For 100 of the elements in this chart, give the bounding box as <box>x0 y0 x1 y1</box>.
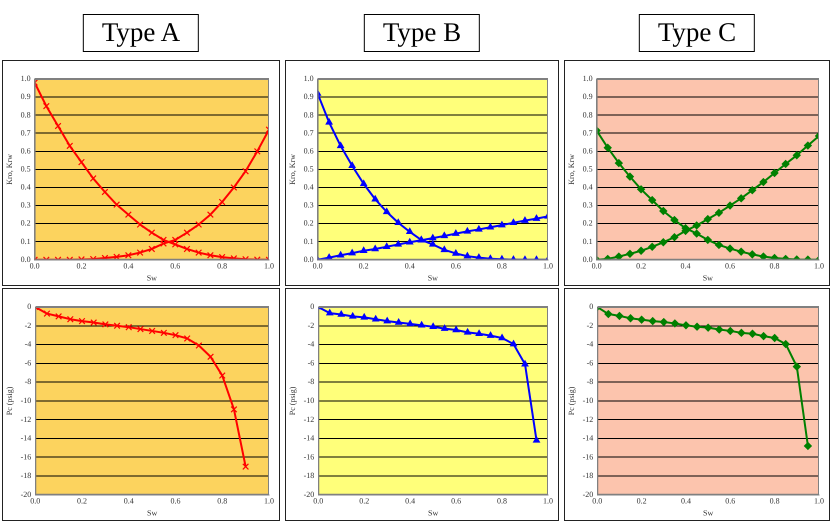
x-tick-label: 0.2 <box>77 496 88 506</box>
y-axis-title: Kro, Krw <box>566 154 576 185</box>
y-tick-label: 0.1 <box>582 236 593 246</box>
y-tick-label: 0.8 <box>304 110 314 120</box>
y-tick-label: 0.3 <box>582 200 593 210</box>
y-tick-label: 1.0 <box>20 74 31 84</box>
x-tick-label: 0.8 <box>770 496 780 506</box>
x-tick-label: 1.0 <box>814 262 824 271</box>
x-tick-label: 0.4 <box>404 262 415 271</box>
y-tick-label: -18 <box>304 471 314 480</box>
y-tick-label: 0.2 <box>582 218 593 228</box>
x-tick-label: 0.4 <box>680 496 691 506</box>
x-tick-label: 0.8 <box>217 262 228 271</box>
y-tick-label: -18 <box>20 471 32 480</box>
y-tick-label: 1.0 <box>304 74 314 84</box>
x-tick-label: 0.4 <box>124 496 134 506</box>
y-tick-label: 0.8 <box>20 110 31 120</box>
y-tick-label: -14 <box>20 434 32 443</box>
x-tick-label: 0.2 <box>76 262 86 271</box>
y-tick-label: 0.1 <box>304 236 314 246</box>
y-tick-label: -10 <box>304 396 314 405</box>
y-tick-label: 0.5 <box>20 164 31 174</box>
x-tick-label: 0.6 <box>170 262 180 271</box>
y-tick-label: -14 <box>582 434 594 443</box>
x-tick-label: 0.6 <box>725 262 736 271</box>
y-tick-label: 0.1 <box>20 236 31 246</box>
y-tick-label: 0.4 <box>304 182 314 192</box>
y-tick-label: 0.2 <box>20 218 31 228</box>
y-tick-label: -10 <box>20 396 32 405</box>
x-tick-label: 0.6 <box>170 496 181 506</box>
y-tick-label: 0.0 <box>304 254 314 264</box>
y-tick-label: 0.7 <box>20 128 31 138</box>
y-tick-label: 0.9 <box>304 92 314 102</box>
y-tick-label: 0.5 <box>582 164 593 174</box>
y-tick-label: -16 <box>20 452 32 462</box>
x-tick-label: 0.6 <box>725 496 736 506</box>
y-tick-label: -2 <box>308 320 314 330</box>
x-tick-label: 0.4 <box>680 262 691 271</box>
x-axis-title: Sw <box>703 508 714 518</box>
x-axis-title: Sw <box>146 273 158 282</box>
x-tick-label: 1.0 <box>814 496 824 506</box>
x-tick-label: 1.0 <box>264 496 274 506</box>
x-axis-title: Sw <box>147 508 158 518</box>
y-tick-label: 1.0 <box>582 74 593 84</box>
y-tick-label: -2 <box>24 320 32 330</box>
x-tick-label: 1.0 <box>264 262 274 271</box>
y-tick-label: -12 <box>304 414 314 424</box>
y-tick-label: 0.3 <box>304 200 314 210</box>
y-axis-title: Pc (psig) <box>288 386 297 416</box>
y-tick-label: 0.5 <box>304 164 314 174</box>
y-tick-label: -8 <box>308 377 314 386</box>
y-tick-label: 0 <box>310 302 314 312</box>
y-axis-title: Kro, Krw <box>288 154 297 185</box>
y-axis-title: Pc (psig) <box>4 386 14 416</box>
y-tick-label: -4 <box>24 340 32 349</box>
x-tick-label: 1.0 <box>543 496 553 506</box>
y-tick-label: 0.6 <box>304 146 314 156</box>
y-tick-label: -4 <box>586 340 594 349</box>
y-tick-label: 0.6 <box>20 146 31 156</box>
y-tick-label: -6 <box>586 358 594 368</box>
x-axis-title: Sw <box>428 508 438 518</box>
y-tick-label: -2 <box>586 320 594 330</box>
y-tick-label: -8 <box>24 377 32 386</box>
x-axis-title: Sw <box>702 273 714 282</box>
x-tick-label: 1.0 <box>543 262 553 271</box>
y-tick-label: -12 <box>20 414 32 424</box>
y-tick-label: -16 <box>304 452 314 462</box>
x-tick-label: 0.2 <box>636 262 646 271</box>
y-axis-title: Kro, Krw <box>4 154 14 185</box>
y-tick-label: -6 <box>308 358 314 368</box>
y-tick-label: 0.6 <box>582 146 593 156</box>
y-tick-label: -16 <box>582 452 594 462</box>
y-tick-label: -20 <box>20 490 32 499</box>
chart-title: Type C <box>638 14 756 52</box>
x-tick-label: 0.8 <box>217 496 228 506</box>
y-axis-title: Pc (psig) <box>566 386 576 416</box>
x-tick-label: 0.8 <box>770 262 780 271</box>
y-tick-label: 0.9 <box>20 92 31 102</box>
y-tick-label: 0.4 <box>20 182 31 192</box>
y-tick-label: 0.8 <box>582 110 593 120</box>
x-tick-label: 0.4 <box>123 262 134 271</box>
x-tick-label: 0.8 <box>496 262 507 271</box>
y-tick-label: -18 <box>582 471 594 480</box>
chart-title: Type A <box>82 14 200 52</box>
x-tick-label: 0.4 <box>405 496 416 506</box>
x-tick-label: 0.2 <box>636 496 647 506</box>
y-tick-label: 0.0 <box>582 254 593 264</box>
y-tick-label: -20 <box>304 490 314 499</box>
y-tick-label: -6 <box>24 358 32 368</box>
y-tick-label: 0.0 <box>20 254 31 264</box>
y-tick-label: 0.3 <box>20 200 31 210</box>
y-tick-label: -8 <box>586 377 594 386</box>
y-tick-label: -4 <box>308 340 314 349</box>
x-tick-label: 0.2 <box>359 496 370 506</box>
x-axis-title: Sw <box>428 273 438 282</box>
x-tick-label: 0.6 <box>451 496 462 506</box>
y-tick-label: 0 <box>589 302 594 312</box>
y-tick-label: -12 <box>582 414 594 424</box>
y-tick-label: 0.4 <box>582 182 593 192</box>
y-tick-label: -10 <box>582 396 594 405</box>
